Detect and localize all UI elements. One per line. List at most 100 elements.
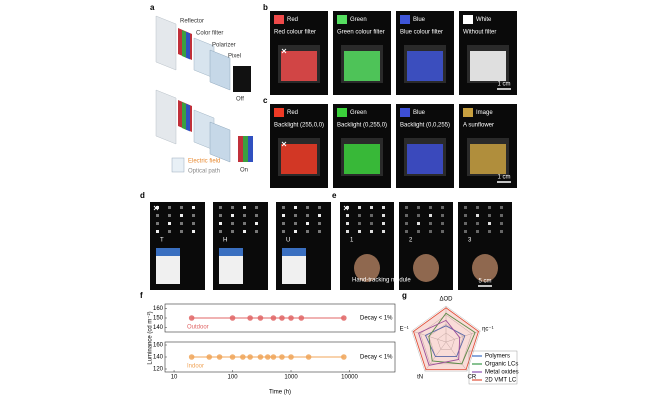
x-tick-label: 100 [228, 375, 239, 381]
series-name: Indoor [187, 364, 204, 370]
pixel [370, 206, 373, 209]
diagram-label: Optical path [188, 169, 220, 175]
pixel [294, 206, 297, 209]
diagram-label: Polarizer [212, 43, 236, 49]
marker [153, 205, 159, 211]
data-point [279, 354, 285, 360]
pixel [500, 230, 503, 233]
pixel [464, 206, 467, 209]
data-point [257, 354, 264, 360]
color-swatch [400, 108, 410, 117]
pixel [358, 222, 361, 225]
data-point [264, 354, 271, 360]
pixel [180, 230, 183, 233]
pixel [318, 230, 321, 233]
pixel [488, 214, 491, 217]
pixel [476, 214, 479, 217]
photo-title: Image [476, 110, 493, 116]
pixel [294, 230, 297, 233]
data-point [288, 315, 294, 321]
pixel [500, 222, 503, 225]
pixel [231, 206, 234, 209]
diagram-label: Electric field [188, 159, 220, 165]
photo-caption: Backlight (0,0,255) [400, 123, 450, 129]
pixel [192, 230, 195, 233]
pixel [370, 222, 373, 225]
pixel [192, 214, 195, 217]
pixel [429, 222, 432, 225]
photo-title: Blue [413, 17, 426, 23]
pixel [243, 206, 246, 209]
x-tick-label: 10000 [341, 375, 358, 381]
hand [472, 254, 498, 282]
screen-glow [344, 51, 380, 81]
radar-axis [445, 330, 481, 343]
x-axis-label: Time (h) [269, 390, 291, 396]
pixel [243, 230, 246, 233]
photo-caption: Backlight (255,0,0) [274, 123, 324, 129]
screen-glow [344, 144, 380, 174]
scale-label: 1 cm [497, 82, 510, 88]
panel-label: c [263, 96, 268, 105]
color-swatch [274, 15, 284, 24]
data-point [229, 315, 236, 321]
pixel [476, 230, 479, 233]
x-tick-label: 10 [171, 375, 178, 381]
diagram-label: Color filter [196, 31, 223, 37]
panel-label: e [332, 191, 337, 200]
diagram-label: On [240, 168, 248, 174]
photo-title: Green [350, 110, 367, 116]
pixel [488, 230, 491, 233]
diagram-label: Off [236, 97, 244, 103]
pixel [405, 222, 408, 225]
pixel [358, 206, 361, 209]
pixel [156, 222, 159, 225]
pixel [464, 214, 467, 217]
color-swatch [463, 108, 473, 117]
pixel [306, 222, 309, 225]
y-axis-label: Luminance (cd m⁻²) [148, 311, 154, 364]
pixel [168, 214, 171, 217]
screen-glow [470, 144, 506, 174]
photo-caption: Backlight (0,255,0) [337, 123, 387, 129]
photo-caption: Without filter [463, 30, 496, 36]
screen-glow [281, 51, 317, 81]
pixel [255, 230, 258, 233]
pixel [294, 214, 297, 217]
pixel [219, 206, 222, 209]
panel-label: g [402, 291, 407, 300]
pixel [318, 222, 321, 225]
device-top [156, 248, 180, 256]
scale-label: 5 cm [478, 279, 491, 285]
axis-label: E⁻¹ [400, 326, 409, 332]
pixel [255, 214, 258, 217]
pixel [243, 222, 246, 225]
pixel [346, 222, 349, 225]
pixel [231, 230, 234, 233]
data-point [247, 354, 253, 360]
module-label: Hand-tracking module [352, 278, 411, 284]
photo-caption: Blue colour filter [400, 30, 443, 36]
letter: H [223, 238, 227, 244]
color-swatch [400, 15, 410, 24]
panel-label: b [263, 3, 268, 12]
pixel [306, 206, 309, 209]
pixel [488, 206, 491, 209]
pixel [417, 230, 420, 233]
data-point [206, 354, 213, 360]
pixel [219, 222, 222, 225]
radar-series [424, 325, 466, 358]
pixel [306, 230, 309, 233]
number: 1 [350, 238, 354, 244]
pixel [405, 214, 408, 217]
pixel [464, 222, 467, 225]
device-top [282, 248, 306, 256]
panel-label: f [140, 291, 143, 300]
data-point [216, 354, 223, 360]
legend-label: Polymers [485, 354, 510, 360]
pixel [417, 222, 420, 225]
photo-caption: A sunflower [463, 123, 494, 129]
pixel [180, 206, 183, 209]
pixel [417, 214, 420, 217]
